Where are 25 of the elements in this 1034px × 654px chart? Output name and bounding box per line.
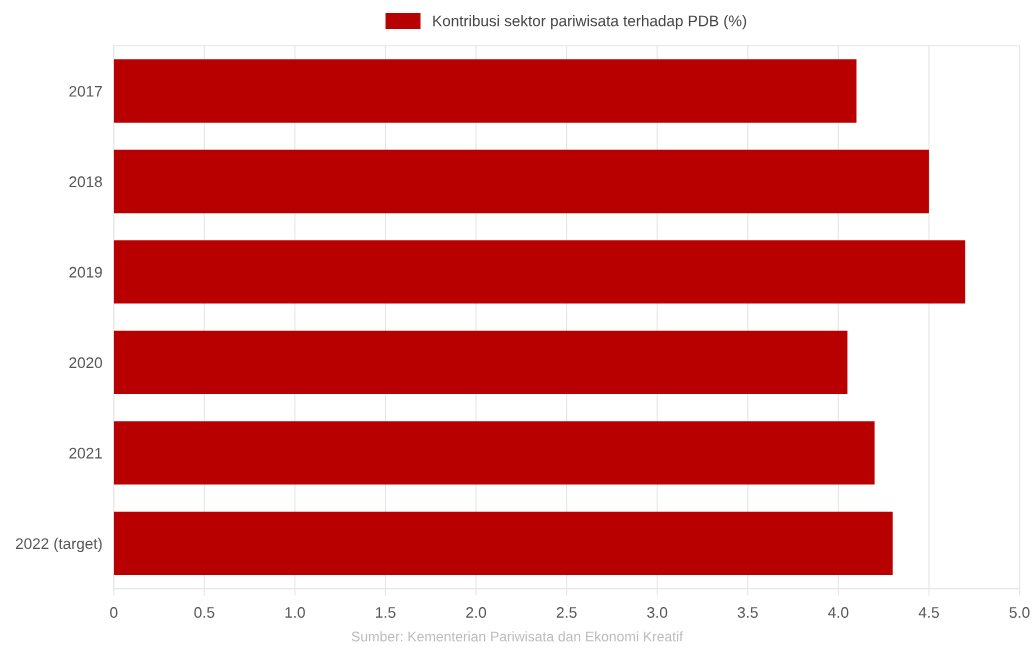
bar <box>113 59 857 123</box>
bar <box>113 421 875 485</box>
bar <box>113 149 929 214</box>
x-tick-label: 3.0 <box>647 607 668 618</box>
bar <box>113 330 848 395</box>
legend-label: Kontribusi sektor pariwisata terhadap PDB (%) <box>433 15 747 30</box>
bar <box>113 240 966 304</box>
text: Sumber: Kementerian Pariwisata dan Ekonomi Kreatif <box>351 631 684 642</box>
y-tick-label: 2019 <box>69 266 102 278</box>
y-tick-label: 2017 <box>69 85 102 97</box>
bar <box>113 511 893 576</box>
x-tick-label: 1.0 <box>285 607 305 618</box>
x-tick-label: 4.0 <box>828 607 849 618</box>
x-tick-label: 1.5 <box>376 607 396 618</box>
y-tick-label: 2018 <box>69 176 102 188</box>
y-tick-label: 2021 <box>69 447 102 459</box>
y-tick-label: 2020 <box>69 357 103 369</box>
x-tick-label: 2.0 <box>466 607 487 618</box>
x-tick-label: 5.0 <box>1009 607 1030 618</box>
y-tick-label: 2022 (target) <box>15 537 102 553</box>
x-tick-label: 3.5 <box>737 607 758 618</box>
x-tick-label: 0.5 <box>194 607 215 618</box>
x-tick-label: 0 <box>110 607 118 618</box>
x-tick-label: 4.5 <box>918 607 939 618</box>
x-tick-label: 2.5 <box>556 607 577 618</box>
